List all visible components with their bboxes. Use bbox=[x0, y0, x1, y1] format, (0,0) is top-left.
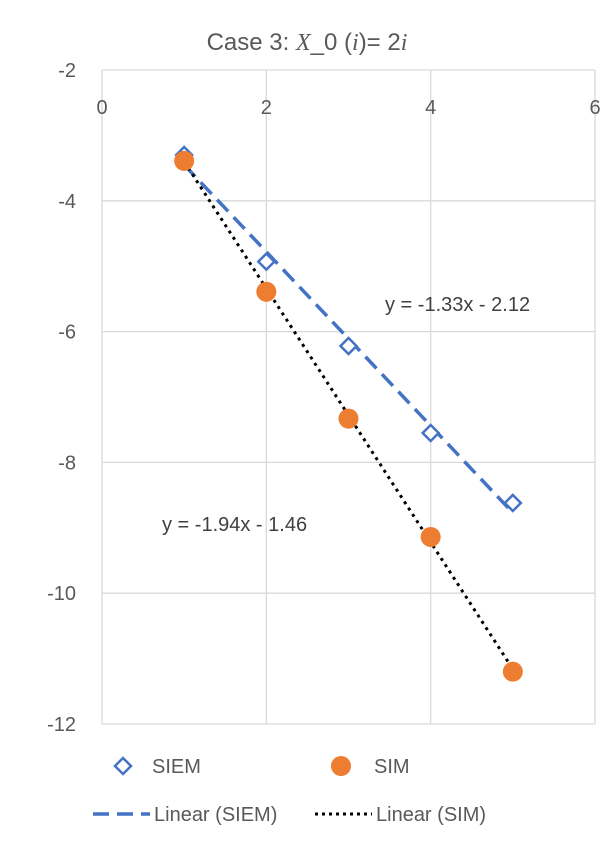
x-tick-label: 4 bbox=[425, 97, 436, 119]
y-tick-label: -2 bbox=[58, 60, 76, 82]
siem-point bbox=[338, 336, 359, 356]
y-tick-label: -4 bbox=[58, 191, 76, 213]
trendline-equation-siem: y = -1.33x - 2.12 bbox=[385, 294, 530, 316]
siem-point bbox=[256, 251, 277, 272]
sim-point bbox=[420, 526, 441, 547]
x-tick-label: 2 bbox=[261, 97, 272, 119]
x-tick-label: 6 bbox=[589, 97, 600, 119]
legend-label-linear-siem: Linear (SIEM) bbox=[154, 804, 277, 826]
siem-point bbox=[503, 493, 523, 513]
legend-label-siem: SIEM bbox=[152, 756, 201, 778]
y-tick-label: -6 bbox=[58, 322, 76, 344]
legend: SIEM SIM Linear (SIEM) Linear (SIM) bbox=[93, 756, 486, 826]
x-tick-label: 0 bbox=[96, 97, 107, 119]
sim-point bbox=[338, 408, 359, 429]
y-tick-label: -12 bbox=[47, 714, 76, 736]
legend-item-siem: SIEM bbox=[113, 756, 201, 778]
legend-item-linear-siem: Linear (SIEM) bbox=[93, 804, 277, 826]
legend-label-linear-sim: Linear (SIM) bbox=[376, 804, 486, 826]
sim-point bbox=[174, 150, 195, 171]
sim-point bbox=[502, 661, 523, 682]
chart-title: Case 3: X_0 (i)= 2i bbox=[207, 29, 408, 56]
legend-circle-marker bbox=[331, 756, 351, 776]
trendline-siem bbox=[182, 163, 515, 514]
legend-label-sim: SIM bbox=[374, 756, 410, 778]
legend-diamond-marker bbox=[113, 756, 133, 776]
y-tick-label: -8 bbox=[58, 452, 76, 474]
x-axis-tick-labels: 0 2 4 6 bbox=[96, 97, 600, 119]
gridlines bbox=[101, 69, 596, 725]
y-axis-tick-labels: -2 -4 -6 -8 -10 -12 bbox=[47, 60, 76, 736]
legend-item-linear-sim: Linear (SIM) bbox=[315, 804, 486, 826]
siem-point bbox=[420, 423, 441, 443]
sim-point bbox=[256, 281, 277, 302]
y-tick-label: -10 bbox=[47, 583, 76, 605]
data-points bbox=[174, 145, 523, 682]
legend-item-sim: SIM bbox=[331, 756, 410, 778]
trendline-equation-sim: y = -1.94x - 1.46 bbox=[162, 514, 307, 536]
